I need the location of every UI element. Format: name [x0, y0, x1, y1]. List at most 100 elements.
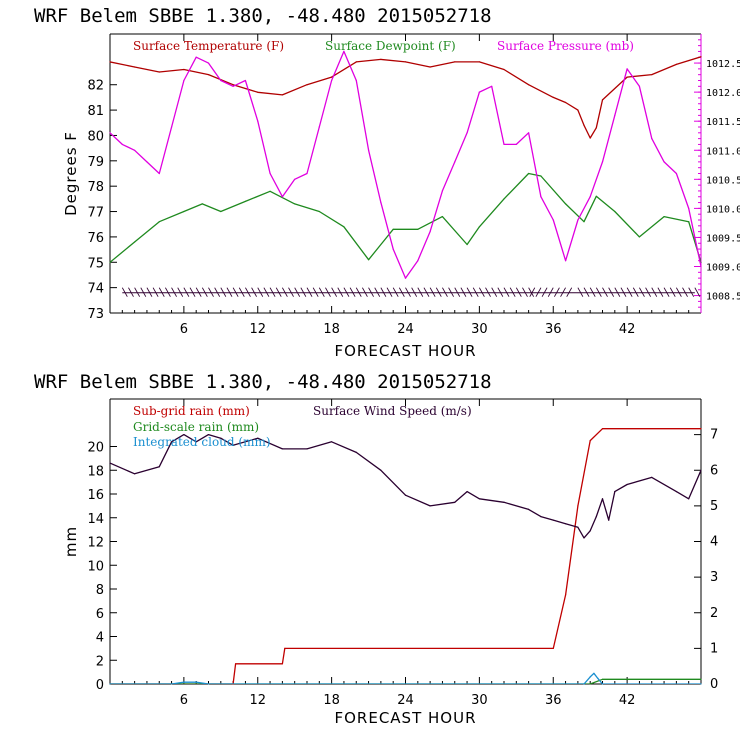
x-tick-label: 12	[249, 693, 266, 708]
data-point	[688, 221, 690, 223]
wind-barb	[343, 287, 350, 297]
wind-barb	[651, 287, 658, 297]
data-point	[109, 132, 111, 134]
data-point	[466, 243, 468, 246]
data-point	[577, 526, 579, 528]
data-point	[235, 663, 237, 665]
data-point	[528, 508, 530, 510]
wind-barb	[688, 287, 695, 297]
y-tick-label: 76	[87, 231, 104, 246]
data-point	[614, 114, 616, 116]
data-point	[589, 676, 591, 678]
wind-barb	[183, 287, 190, 297]
wind-barb	[429, 287, 436, 297]
x-tick-label: 36	[545, 693, 562, 708]
wind-barb	[177, 287, 184, 297]
wind-barb	[165, 287, 171, 297]
data-point	[466, 132, 468, 134]
data-point	[158, 172, 160, 175]
data-point	[380, 58, 382, 61]
wind-barb	[392, 287, 399, 297]
data-point	[700, 428, 702, 430]
data-point	[638, 236, 641, 238]
wind-barb	[663, 287, 670, 297]
data-point	[183, 434, 185, 436]
data-point	[158, 221, 160, 223]
data-point	[478, 226, 480, 228]
y2-tick-label: 1012.5	[706, 59, 740, 70]
data-point	[257, 120, 259, 122]
wind-barb	[312, 287, 319, 297]
data-point	[589, 196, 591, 198]
y-tick-label: 6	[96, 607, 104, 622]
y2-tick-label: 6	[710, 463, 718, 478]
data-point	[368, 149, 370, 151]
wind-barb	[288, 287, 294, 297]
wind-barb	[522, 287, 528, 297]
data-point	[109, 261, 111, 263]
data-point	[700, 56, 702, 58]
data-point	[343, 50, 345, 53]
wind-barb	[675, 287, 682, 297]
data-point	[503, 68, 505, 71]
data-point	[158, 466, 160, 468]
y-tick-label: 10	[87, 559, 104, 574]
data-point	[540, 175, 542, 177]
y-tick-label: 74	[87, 282, 104, 297]
wind-barb	[547, 287, 554, 297]
data-point	[651, 476, 653, 478]
wind-barb	[398, 287, 405, 297]
wind-barb	[566, 287, 573, 297]
data-point	[207, 74, 210, 76]
wind-barb	[535, 287, 542, 297]
wind-barb	[251, 287, 257, 297]
data-point	[601, 678, 604, 680]
data-point	[565, 101, 567, 104]
data-point	[195, 441, 197, 443]
data-point	[244, 79, 246, 82]
wind-barb	[245, 287, 251, 297]
data-point	[688, 207, 690, 209]
wind-barb	[300, 287, 307, 297]
wind-barb	[645, 287, 651, 297]
data-point	[601, 498, 604, 500]
data-point	[589, 137, 591, 139]
y2-tick-label: 1010.0	[706, 204, 740, 215]
data-point	[195, 681, 197, 683]
data-point	[207, 683, 210, 685]
data-point	[565, 594, 567, 596]
x-tick-label: 24	[397, 322, 414, 337]
wind-barb	[541, 287, 548, 297]
y2-tick-label: 1011.5	[706, 117, 740, 128]
data-point	[552, 519, 554, 521]
data-point	[583, 537, 585, 539]
data-point	[688, 498, 690, 500]
y2-tick-label: 5	[710, 499, 718, 514]
y2-tick-label: 1009.5	[706, 233, 740, 244]
x-axis-title: FORECAST HOUR	[334, 709, 476, 727]
data-point	[441, 190, 443, 192]
data-point	[417, 260, 419, 262]
y2-tick-label: 1008.5	[706, 292, 740, 303]
data-point	[614, 491, 616, 493]
data-point	[651, 74, 653, 76]
y-tick-label: 80	[87, 129, 104, 144]
data-point	[552, 647, 554, 650]
data-point	[651, 138, 653, 140]
data-point	[368, 259, 370, 261]
data-point	[331, 441, 333, 443]
data-point	[355, 79, 357, 82]
y-tick-label: 79	[87, 155, 104, 170]
wind-barb	[355, 287, 362, 297]
wind-barb	[152, 287, 159, 297]
data-point	[503, 143, 505, 145]
y-tick-label: 18	[87, 464, 104, 479]
data-point	[284, 647, 286, 650]
data-point	[294, 203, 296, 205]
data-point	[257, 91, 259, 93]
data-point	[583, 124, 585, 126]
legend-entry: Surface Dewpoint (F)	[325, 39, 456, 53]
y2-tick-label: 7	[710, 428, 718, 443]
data-point	[404, 277, 407, 279]
wind-barb	[386, 287, 393, 297]
